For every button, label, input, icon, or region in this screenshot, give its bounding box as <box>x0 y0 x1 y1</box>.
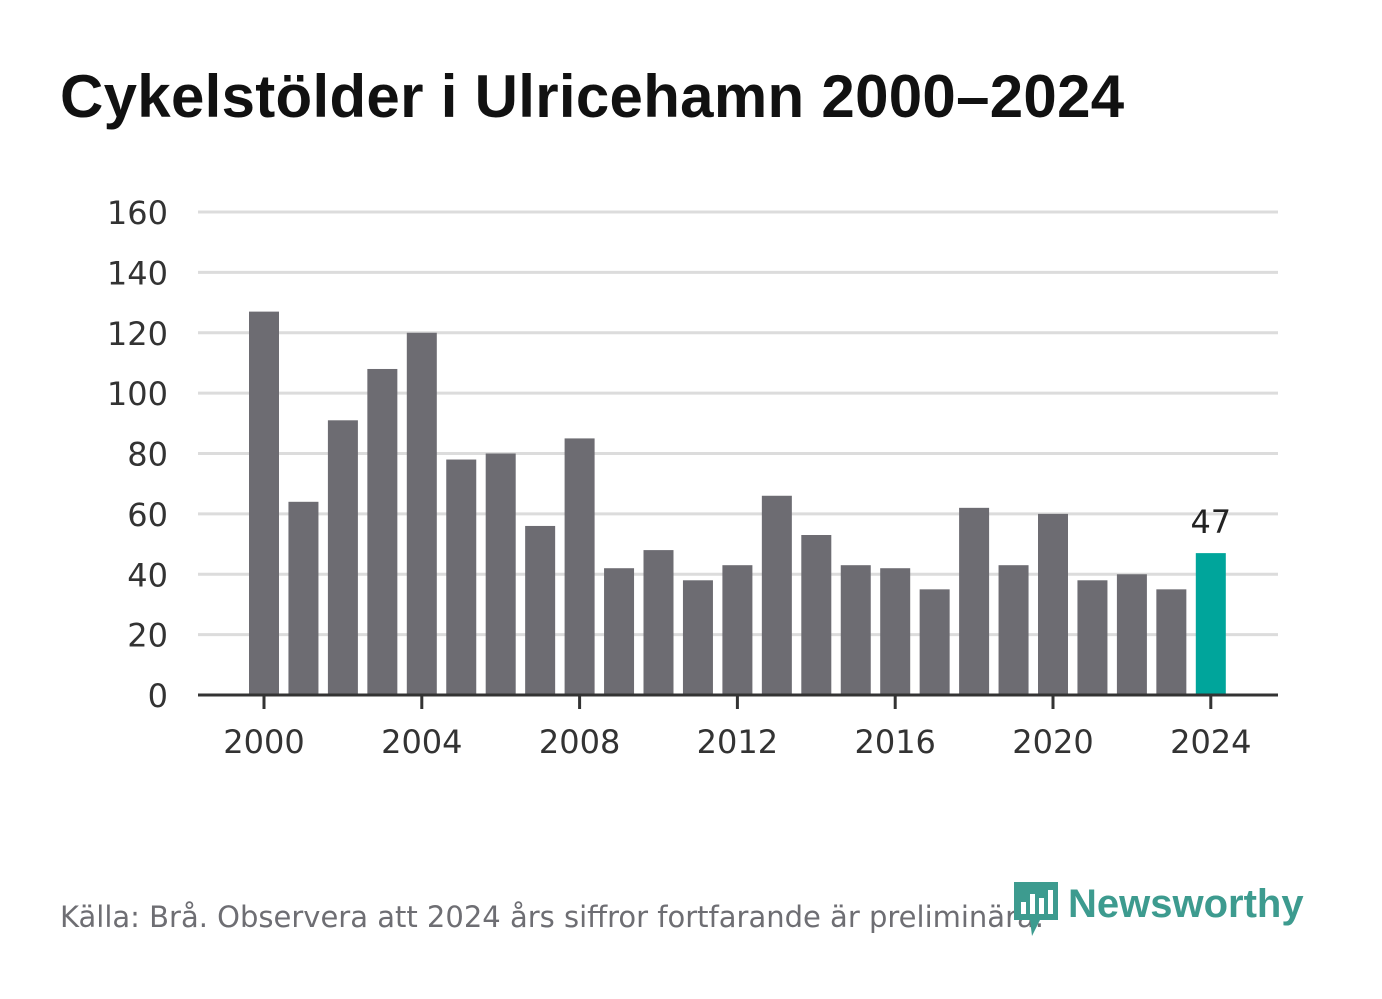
bar-2005 <box>446 459 477 695</box>
bar-2017 <box>919 589 950 695</box>
bar-2023 <box>1156 589 1187 695</box>
y-tick-label: 0 <box>148 677 168 715</box>
y-tick-label: 80 <box>127 436 168 474</box>
bar-2013 <box>761 495 792 695</box>
bar-2008 <box>564 438 595 695</box>
brand-name: Newsworthy <box>1068 882 1304 926</box>
bar-2001 <box>288 501 319 695</box>
bar-2009 <box>604 568 635 695</box>
x-axis-ticks: 2000 2004 2008 2012 2016 2020 2024 <box>223 695 1252 761</box>
bar-2014 <box>801 535 832 695</box>
x-tick-label: 2004 <box>381 723 462 761</box>
newsworthy-logo-icon <box>1014 882 1058 936</box>
bar-2015 <box>840 565 871 695</box>
bar-2011 <box>682 580 713 695</box>
x-tick-label: 2000 <box>223 723 304 761</box>
newsworthy-logo[interactable]: Newsworthy <box>1010 878 1304 940</box>
bar-2003 <box>367 368 398 695</box>
bars <box>198 311 1278 697</box>
bar-2020 <box>1038 513 1068 695</box>
bar-2024 <box>1195 553 1226 695</box>
y-axis-ticks: 0 20 40 60 80 100 120 140 160 <box>107 194 168 715</box>
data-label-2024: 47 <box>1190 503 1231 541</box>
y-tick-label: 20 <box>127 617 168 655</box>
bar-2022 <box>1116 574 1147 695</box>
chart-title: Cykelstölder i Ulricehamn 2000–2024 <box>60 63 1125 130</box>
bar-2018 <box>959 507 990 695</box>
x-tick-label: 2020 <box>1012 723 1093 761</box>
bar-2000 <box>249 311 279 695</box>
bar-2004 <box>406 332 437 695</box>
bar-2012 <box>722 565 753 695</box>
y-tick-label: 160 <box>107 194 168 232</box>
y-tick-label: 120 <box>107 315 168 353</box>
bar-2007 <box>525 525 556 695</box>
y-tick-label: 40 <box>127 556 168 594</box>
bar-2010 <box>643 550 674 695</box>
x-tick-label: 2012 <box>697 723 778 761</box>
bar-2019 <box>998 565 1029 695</box>
bar-2006 <box>485 453 516 695</box>
y-tick-label: 140 <box>107 254 168 292</box>
bar-2021 <box>1077 580 1108 695</box>
bar-2016 <box>880 568 911 695</box>
y-tick-label: 60 <box>127 496 168 534</box>
data-labels: 47 <box>1190 503 1231 541</box>
source-note: Källa: Brå. Observera att 2024 års siffr… <box>60 900 1044 934</box>
x-tick-label: 2016 <box>854 723 935 761</box>
bar-2002 <box>327 420 358 695</box>
x-tick-label: 2008 <box>539 723 620 761</box>
x-tick-label: 2024 <box>1170 723 1251 761</box>
y-tick-label: 100 <box>107 375 168 413</box>
